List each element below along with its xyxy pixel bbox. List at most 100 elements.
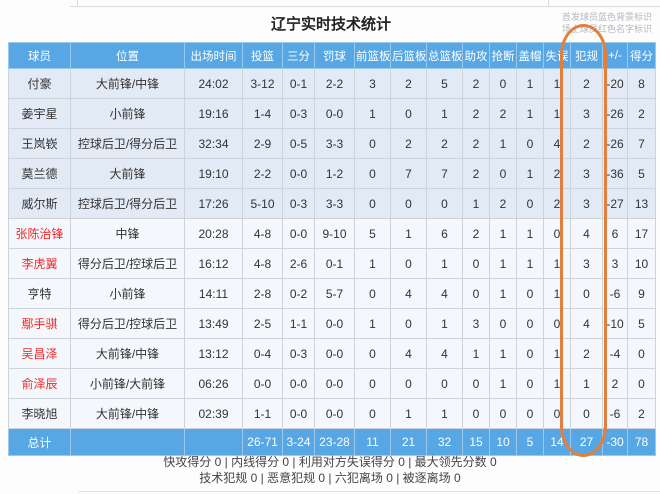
cell-name: 亨特 [8,278,71,309]
top-divider-stub [77,0,78,6]
cell-pf: 0 [570,398,603,429]
cell-ast: 0 [462,278,490,309]
player-row: 张陈治锋 中锋 20:28 4-8 0-0 9-10 5 1 6 2 1 1 0 4 6 17 [8,218,656,249]
totals-cell-name: 总计 [8,428,71,456]
cell-ast: 2 [462,128,490,159]
cell-position: 控球后卫/得分后卫 [70,188,185,219]
cell-pts: 10 [627,248,656,279]
cell-dreb: 0 [390,98,427,129]
header-cell-position: 位置 [70,42,185,69]
cell-ast: 3 [462,308,490,339]
cell-treb: 1 [426,308,463,339]
cell-time: 24:02 [184,68,243,99]
cell-pts: 5 [627,308,656,339]
cell-position: 小前锋/大前锋 [70,368,185,399]
cell-name: 李虎翼 [8,248,71,279]
cell-pts: 8 [627,68,656,99]
footer-stats-line2: 技术犯规 0 | 恶意犯规 0 | 六犯离场 0 | 被逐离场 0 [199,470,461,485]
cell-pts: 17 [627,218,656,249]
cell-stl: 2 [489,188,517,219]
cell-tov: 0 [543,308,571,339]
header-cell-blk: 盖帽 [516,42,544,69]
cell-treb: 1 [426,98,463,129]
header-cell-dreb: 后篮板 [390,42,427,69]
cell-ast: 0 [462,398,490,429]
cell-name: 王岚嵚 [8,128,71,159]
legend: 首发球员蓝色背景标识 场上球员红色名字标识 [562,11,652,35]
cell-pf: 3 [570,188,603,219]
cell-ft: 0-0 [314,98,355,129]
player-row: 吴昌泽 大前锋/中锋 13:12 0-4 0-3 0-0 0 4 4 1 1 0 1 2 -4 0 [8,338,656,369]
cell-oreb: 1 [354,98,391,129]
cell-three: 0-3 [282,188,315,219]
cell-stl: 0 [489,398,517,429]
cell-tov: 4 [543,128,571,159]
cell-three: 0-5 [282,128,315,159]
cell-time: 19:16 [184,98,243,129]
header-cell-three: 三分 [282,42,315,69]
cell-blk: 0 [516,188,544,219]
cell-pf: 0 [570,278,603,309]
cell-plusminus: -4 [602,338,628,369]
title-bar: 辽宁实时技术统计 首发球员蓝色背景标识 场上球员红色名字标识 [8,7,654,42]
cell-tov: 1 [543,98,571,129]
top-divider-stub [548,0,549,6]
totals-cell-oreb: 11 [354,428,391,456]
header-cell-ft: 罚球 [314,42,355,69]
totals-row: 总计 26-71 3-24 23-28 11 21 32 15 10 5 14 27 -30 78 [8,428,656,456]
cell-blk: 1 [516,68,544,99]
cell-fg: 5-10 [242,188,283,219]
cell-ast: 0 [462,368,490,399]
cell-fg: 0-4 [242,338,283,369]
cell-treb: 5 [426,68,463,99]
header-cell-fg: 投篮 [242,42,283,69]
cell-blk: 0 [516,308,544,339]
cell-position: 大前锋 [70,158,185,189]
cell-time: 17:26 [184,188,243,219]
cell-fg: 2-8 [242,278,283,309]
cell-treb: 7 [426,158,463,189]
legend-oncourt-note: 场上球员红色名字标识 [561,24,652,34]
cell-three: 2-6 [282,248,315,279]
cell-name: 鄢手骐 [8,308,71,339]
player-row: 俞泽辰 小前锋/大前锋 06:26 0-0 0-0 0-0 0 0 0 0 1 0 1 1 2 0 [8,368,656,399]
cell-dreb: 4 [390,338,427,369]
cell-plusminus: -20 [602,68,628,99]
cell-plusminus: 3 [602,248,628,279]
cell-stl: 0 [489,308,517,339]
totals-cell-position [70,428,185,456]
totals-cell-plusminus: -30 [602,428,628,456]
cell-name: 姜宇星 [8,98,71,129]
cell-pf: 2 [570,128,603,159]
cell-tov: 1 [543,68,571,99]
page-title: 辽宁实时技术统计 [270,16,391,33]
totals-cell-stl: 10 [489,428,517,456]
cell-ft: 9-10 [314,218,355,249]
cell-time: 02:39 [184,398,243,429]
cell-fg: 4-8 [242,248,283,279]
cell-treb: 4 [426,338,463,369]
cell-pts: 0 [627,338,656,369]
player-row: 亨特 小前锋 14:11 2-8 0-2 5-7 0 4 4 0 1 0 1 0 -6 9 [8,278,656,309]
cell-ft: 0-1 [314,248,355,279]
cell-dreb: 2 [390,128,427,159]
cell-ast: 2 [462,98,490,129]
cell-treb: 0 [426,368,463,399]
cell-ft: 3-3 [314,188,355,219]
cell-time: 13:49 [184,308,243,339]
legend-starters-note: 首发球员蓝色背景标识 [561,12,652,22]
player-row: 姜宇星 小前锋 19:16 1-4 0-3 0-0 1 0 1 2 2 1 1 3 -26 2 [8,98,656,129]
cell-fg: 3-12 [242,68,283,99]
cell-dreb: 0 [390,248,427,279]
cell-stl: 2 [489,98,517,129]
cell-ft: 0-0 [314,368,355,399]
cell-oreb: 5 [354,218,391,249]
cell-position: 控球后卫/得分后卫 [70,128,185,159]
cell-position: 中锋 [70,218,185,249]
cell-tov: 2 [543,158,571,189]
cell-position: 得分后卫/控球后卫 [70,248,185,279]
header-cell-oreb: 前篮板 [354,42,391,69]
cell-tov: 2 [543,188,571,219]
cell-tov: 1 [543,278,571,309]
cell-three: 0-0 [282,398,315,429]
